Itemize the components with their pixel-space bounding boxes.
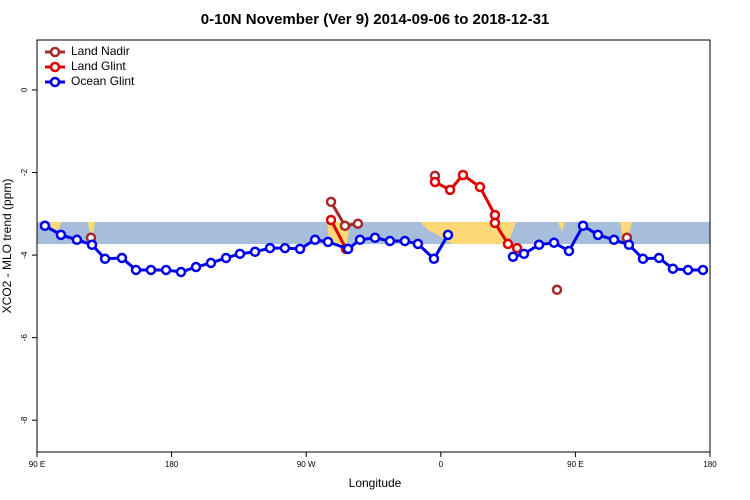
data-point xyxy=(428,253,440,265)
data-point xyxy=(205,257,217,269)
y-tick-label: -8 xyxy=(20,416,29,424)
data-point xyxy=(384,235,396,247)
data-point xyxy=(653,252,665,264)
data-point xyxy=(399,235,411,247)
plot-frame xyxy=(36,39,711,453)
x-tick-label: 180 xyxy=(165,460,179,469)
legend-label: Land Glint xyxy=(71,59,126,73)
data-point xyxy=(279,242,291,254)
data-point xyxy=(518,248,530,260)
data-point xyxy=(264,242,276,254)
x-tick-label: 90 W xyxy=(297,460,316,469)
x-axis-label: Longitude xyxy=(349,476,402,490)
data-point xyxy=(220,252,232,264)
data-point xyxy=(352,218,364,229)
land-patch xyxy=(50,222,62,230)
y-tick-label: 0 xyxy=(20,87,29,92)
data-point xyxy=(55,229,67,241)
y-tick-label: -6 xyxy=(20,334,29,342)
data-point xyxy=(442,229,454,241)
data-point xyxy=(563,245,575,257)
data-point xyxy=(412,238,424,250)
data-point xyxy=(507,251,519,262)
data-point xyxy=(457,169,469,181)
data-point xyxy=(623,239,635,251)
data-point xyxy=(697,264,709,276)
data-point xyxy=(489,217,501,229)
legend-marker xyxy=(49,76,61,88)
data-point xyxy=(160,264,172,276)
data-point xyxy=(682,264,694,276)
data-point xyxy=(444,184,456,196)
data-point xyxy=(309,234,321,246)
data-point xyxy=(667,263,679,274)
land-patch xyxy=(558,222,565,232)
x-tick-label: 90 E xyxy=(29,460,45,469)
data-point xyxy=(474,181,486,193)
x-tick-label: 90 E xyxy=(567,460,583,469)
data-point xyxy=(637,253,649,265)
data-point xyxy=(339,220,351,232)
data-point xyxy=(190,261,202,273)
data-point xyxy=(369,232,381,243)
x-tick-label: 0 xyxy=(439,460,444,469)
data-point xyxy=(342,243,354,255)
data-point xyxy=(608,234,620,246)
land-patch xyxy=(88,222,95,234)
land-patch xyxy=(420,222,516,244)
data-point xyxy=(592,229,604,241)
data-point xyxy=(145,264,157,276)
data-point xyxy=(130,264,142,276)
data-point xyxy=(71,234,83,246)
data-point xyxy=(354,234,366,246)
series-line xyxy=(329,219,348,250)
legend-marker xyxy=(49,61,61,73)
series-line xyxy=(44,224,450,274)
chart-title: 0-10N November (Ver 9) 2014-09-06 to 201… xyxy=(201,11,550,28)
data-point xyxy=(502,238,514,250)
data-point xyxy=(86,239,98,251)
y-axis-label: XCO2 - MLO trend (ppm) xyxy=(0,179,14,314)
data-point xyxy=(39,220,51,232)
data-point xyxy=(577,220,589,232)
data-point xyxy=(325,214,337,226)
y-tick-label: -4 xyxy=(20,251,29,259)
data-point xyxy=(551,284,563,296)
x-tick-label: 180 xyxy=(703,460,717,469)
data-point xyxy=(234,248,246,260)
data-point xyxy=(533,239,545,251)
data-point xyxy=(99,253,111,265)
data-point xyxy=(322,236,334,248)
data-point xyxy=(175,266,187,278)
data-point xyxy=(294,243,306,255)
y-tick-label: -2 xyxy=(20,168,29,176)
legend-label: Land Nadir xyxy=(71,44,130,58)
data-point xyxy=(325,196,337,208)
data-point xyxy=(249,246,261,258)
data-point xyxy=(116,252,128,264)
data-point xyxy=(548,237,560,248)
data-point xyxy=(511,242,523,254)
legend-label: Ocean Glint xyxy=(71,74,135,88)
legend-marker xyxy=(49,46,61,58)
data-point xyxy=(429,176,441,188)
